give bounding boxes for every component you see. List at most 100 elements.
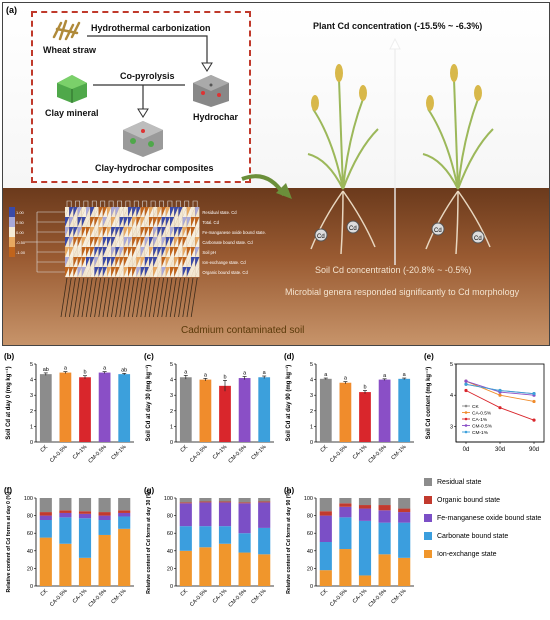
heatmap-cell bbox=[140, 247, 145, 257]
heatmap-cell bbox=[144, 247, 149, 257]
bar bbox=[179, 377, 192, 442]
stacked-segment bbox=[118, 510, 131, 513]
heatmap-cell bbox=[69, 227, 74, 237]
heatmap-cell bbox=[144, 257, 149, 267]
heatmap-cell bbox=[191, 267, 196, 277]
heatmap-cell bbox=[86, 267, 91, 277]
heatmap-cell bbox=[81, 257, 86, 267]
heatmap-cell bbox=[86, 247, 91, 257]
soil-cd-label: Soil Cd concentration (-20.8% ~ -0.5%) bbox=[315, 265, 472, 275]
heatmap-cell bbox=[186, 267, 191, 277]
stacked-segment bbox=[339, 549, 352, 586]
panel-letter: (f) bbox=[4, 486, 12, 495]
heatmap-cell bbox=[69, 217, 74, 227]
stacked-segment bbox=[358, 505, 372, 509]
heatmap-cell bbox=[136, 247, 141, 257]
heatmap-cell bbox=[111, 237, 116, 247]
hydrothermal-arrow bbox=[87, 35, 213, 72]
heatmap-cell bbox=[170, 247, 175, 257]
heatmap-column-tick bbox=[174, 277, 181, 318]
heatmap-cell bbox=[144, 247, 149, 257]
heatmap-cell bbox=[69, 227, 74, 237]
heatmap-cell bbox=[65, 207, 70, 217]
y-tick-label: 100 bbox=[164, 496, 173, 502]
heatmap-cell bbox=[98, 227, 103, 237]
panel-a: (a) Wheat straw Hydrothermal carbonizati… bbox=[2, 2, 550, 346]
y-tick-label: 0 bbox=[170, 584, 173, 590]
legend-marker bbox=[464, 430, 468, 434]
heatmap-cell bbox=[119, 217, 124, 227]
heatmap-cell bbox=[90, 227, 95, 237]
heatmap-cell bbox=[144, 207, 149, 217]
heatmap-cell bbox=[128, 247, 133, 257]
heatmap-column-tick bbox=[102, 277, 110, 318]
legend-marker bbox=[464, 417, 468, 421]
dendro-branch bbox=[117, 200, 122, 207]
heatmap-cell bbox=[161, 207, 166, 217]
stacked-segment bbox=[39, 515, 52, 520]
heatmap-cell bbox=[69, 247, 74, 257]
svg-text:Cd: Cd bbox=[434, 228, 442, 234]
significance-letter: a bbox=[204, 372, 208, 378]
heatmap-cell bbox=[86, 207, 91, 217]
heatmap-cell bbox=[81, 217, 86, 227]
heatmap-cell bbox=[174, 247, 179, 257]
heatmap-cell bbox=[119, 207, 124, 217]
chart-c: (c) Soil Cd at day 30 (mg kg⁻¹) 0 1 2 3 4 5 a CK a… bbox=[142, 350, 278, 474]
heatmap-cell bbox=[140, 217, 145, 227]
heatmap-cell bbox=[123, 207, 128, 217]
heatmap-cell bbox=[191, 217, 196, 227]
heatmap-cell bbox=[174, 227, 179, 237]
heatmap-cell bbox=[115, 217, 120, 227]
stacked-segment bbox=[398, 512, 411, 523]
heatmap-cell bbox=[149, 207, 154, 217]
stacked-segment bbox=[98, 534, 111, 586]
heatmap-cell bbox=[178, 257, 183, 267]
series-point bbox=[532, 392, 536, 396]
heatmap-cell bbox=[144, 227, 149, 237]
x-tick-label: CA-0.5% bbox=[49, 588, 69, 608]
heatmap-cell bbox=[86, 217, 91, 227]
heatmap-cell bbox=[178, 227, 183, 237]
wheat-straw-label: Wheat straw bbox=[43, 45, 97, 55]
heatmap-cell bbox=[153, 217, 158, 227]
heatmap-cell bbox=[191, 207, 196, 217]
heatmap-cell bbox=[165, 247, 170, 257]
heatmap-cell bbox=[77, 247, 82, 257]
significance-letter: a bbox=[344, 376, 348, 382]
legend-marker bbox=[464, 424, 468, 427]
stacked-segment bbox=[319, 542, 332, 571]
heatmap-cell bbox=[65, 267, 70, 277]
heatmap-column-tick bbox=[182, 277, 190, 318]
heatmap-cell bbox=[157, 237, 162, 247]
heatmap-cell bbox=[81, 227, 86, 237]
heatmap-cell bbox=[186, 217, 191, 227]
heatmap-cell bbox=[73, 247, 78, 257]
heatmap-cell bbox=[170, 207, 175, 217]
heatmap-column-tick bbox=[123, 277, 131, 318]
y-tick-label: 2 bbox=[30, 409, 33, 415]
heatmap-cell bbox=[102, 247, 107, 257]
legend-label: Ion-exchange state bbox=[437, 550, 497, 558]
chart-svg: (h)Relative content of Cd forms at day 9… bbox=[284, 486, 414, 609]
stacked-segment bbox=[179, 550, 192, 586]
rice-plant-right: Cd Cd bbox=[422, 64, 494, 255]
heatmap-column-tick bbox=[98, 277, 106, 318]
stacked-segment bbox=[98, 520, 111, 535]
heatmap-column-tick bbox=[169, 277, 177, 318]
heatmap-cell bbox=[144, 217, 149, 227]
heatmap-cell bbox=[161, 207, 166, 217]
heatmap-cell bbox=[191, 257, 196, 267]
heatmap-scale-swatch bbox=[9, 217, 15, 227]
heatmap-cell bbox=[90, 227, 95, 237]
bar bbox=[319, 378, 332, 442]
heatmap-cell bbox=[157, 207, 162, 217]
heatmap-cell bbox=[140, 257, 145, 267]
heatmap-cell bbox=[123, 257, 128, 267]
heatmap-cell bbox=[123, 267, 128, 277]
heatmap-cell bbox=[165, 207, 170, 217]
heatmap-column-tick bbox=[77, 277, 85, 318]
heatmap-cell bbox=[174, 267, 179, 277]
heatmap-cell bbox=[140, 207, 145, 217]
stacked-segment bbox=[78, 513, 92, 519]
